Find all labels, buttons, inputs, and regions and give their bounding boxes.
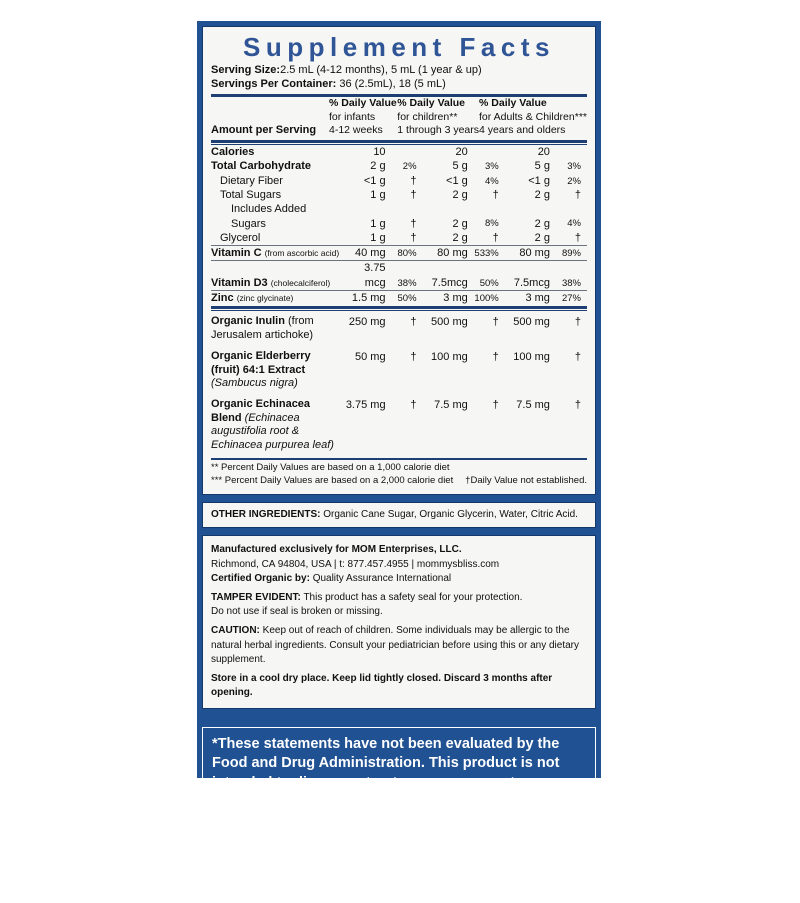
- nutrient-name: Vitamin D3: [211, 276, 268, 289]
- table-header-row: Amount per Serving % Daily Value for inf…: [211, 97, 587, 139]
- supplement-label-panel: Supplement Facts Serving Size:2.5 mL (4-…: [197, 21, 601, 892]
- table-row: Dietary Fiber <1 g † <1 g 4% <1 g 2%: [220, 174, 581, 187]
- divider-header-bottom: [211, 140, 587, 146]
- serving-size-label: Serving Size:: [211, 64, 281, 77]
- table-row: Total Carbohydrate 2 g 2% 5 g 3% 5 g 3%: [211, 160, 581, 173]
- recycle-line-1: All packaging is free of BPA, PVC, and p…: [268, 834, 569, 850]
- nutrient-source: (zinc glycinate): [236, 293, 294, 303]
- other-ingredients-card: OTHER INGREDIENTS: Organic Cane Sugar, O…: [202, 502, 596, 529]
- herbal-table: Organic Inulin (from Jerusalem artichoke…: [211, 311, 587, 456]
- column-header-adults: % Daily Value for Adults & Children*** 4…: [479, 97, 587, 137]
- caution-row: CAUTION: Keep out of reach of children. …: [211, 624, 587, 667]
- nutrient-source: (Sambucus nigra): [211, 376, 298, 389]
- manufactured-line: Manufactured exclusively for MOM Enterpr…: [211, 544, 462, 556]
- nutrient-source: (cholecalciferol): [270, 277, 331, 288]
- certified-organic-label: Certified Organic by:: [211, 572, 310, 584]
- table-row: Vitamin C (from ascorbic acid) 40 mg 80%…: [211, 245, 587, 262]
- recycle-word-recycle: RECYCLE: [202, 847, 265, 862]
- nutrient-source: (from ascorbic acid): [264, 248, 340, 259]
- address-line: Richmond, CA 94804, USA | t: 877.457.495…: [211, 558, 500, 570]
- tamper-evident-value2: Do not use if seal is broken or missing.: [211, 606, 383, 618]
- nutrient-name: Organic Inulin: [211, 315, 285, 328]
- caution-value: Keep out of reach of children. Some indi…: [211, 625, 579, 665]
- amount-per-serving-header: Amount per Serving: [211, 124, 317, 137]
- fda-disclaimer: *These statements have not been evaluate…: [202, 727, 596, 821]
- recycle-text: All packaging is free of BPA, PVC, and p…: [264, 834, 569, 871]
- nutrient-name: Organic Elderberry (fruit) 64:1 Extract: [211, 350, 311, 376]
- serving-size-value: 2.5 mL (4-12 months), 5 mL (1 year & up): [280, 64, 482, 77]
- footnote-2000cal: *** Percent Daily Values are based on a …: [211, 474, 454, 486]
- recycle-icon: [208, 866, 264, 903]
- footnotes: ** Percent Daily Values are based on a 1…: [211, 462, 587, 487]
- nutrient-name: Vitamin C: [211, 247, 262, 260]
- nutrition-table: Amount per Serving % Daily Value for inf…: [211, 97, 587, 139]
- divider-footnote-top: [211, 457, 587, 460]
- company-info-card: Manufactured exclusively for MOM Enterpr…: [202, 535, 596, 710]
- recycle-section: PLEASE RECYCLE All packaging is free of …: [202, 834, 596, 903]
- servings-per-container-label: Servings Per Container:: [211, 77, 337, 90]
- table-row: Organic Echinacea Blend (Echinacea augus…: [211, 398, 581, 451]
- column-header-children: % Daily Value for children** 1 through 3…: [397, 97, 480, 137]
- table-row: Vitamin D3 (cholecalciferol) 3.75 mcg 38…: [211, 260, 587, 291]
- nutrient-source: (from Jerusalem artichoke): [211, 315, 314, 341]
- other-ingredients-row: OTHER INGREDIENTS: Organic Cane Sugar, O…: [211, 508, 587, 521]
- table-row: Zinc (zinc glycinate) 1.5 mg 50% 3 mg 10…: [211, 292, 581, 304]
- table-row: Organic Inulin (from Jerusalem artichoke…: [211, 315, 581, 341]
- column-header-infants: % Daily Value for infants 4-12 weeks: [329, 97, 397, 137]
- other-ingredients-value: Organic Cane Sugar, Organic Glycerin, Wa…: [323, 509, 578, 521]
- other-ingredients-label: OTHER INGREDIENTS:: [211, 509, 321, 521]
- footnote-1000cal: ** Percent Daily Values are based on a 1…: [211, 461, 450, 473]
- table-row: Total Sugars 1 g † 2 g † 2 g †: [220, 188, 581, 201]
- certified-organic-value: Quality Assurance International: [312, 572, 452, 584]
- recycle-line-2: Printed with vegetable-based ink.: [268, 853, 467, 869]
- page-title: Supplement Facts: [243, 32, 555, 62]
- supplement-facts-card: Supplement Facts Serving Size:2.5 mL (4-…: [202, 26, 596, 496]
- caution-label: CAUTION:: [211, 625, 260, 637]
- storage-line: Store in a cool dry place. Keep lid tigh…: [211, 672, 553, 699]
- serving-size-row: Serving Size:2.5 mL (4-12 months), 5 mL …: [211, 64, 587, 77]
- divider-herbals-top: [211, 306, 587, 312]
- certified-organic-row: Certified Organic by: Quality Assurance …: [211, 572, 587, 586]
- divider-top: [211, 94, 587, 98]
- tamper-evident-label: TAMPER EVIDENT:: [211, 591, 301, 603]
- macronutrient-table: Calories 10 20 20 Total Carbohydrate 2 g…: [211, 145, 587, 305]
- recycle-badge: PLEASE RECYCLE: [202, 834, 264, 903]
- nutrient-source: (Echinacea augustifolia root & Echinacea…: [211, 411, 334, 451]
- table-row: Calories 10 20 20: [211, 146, 550, 159]
- nutrient-name: Organic Echinacea Blend: [211, 398, 311, 424]
- tamper-evident-value: This product has a safety seal for your …: [303, 591, 523, 603]
- servings-per-container-value: 36 (2.5mL), 18 (5 mL): [339, 77, 446, 90]
- table-row: Organic Elderberry (fruit) 64:1 Extract …: [211, 350, 581, 389]
- nutrient-name: Zinc: [211, 292, 234, 304]
- recycle-word-please: PLEASE: [202, 833, 255, 848]
- footnote-dagger: †Daily Value not established.: [465, 474, 587, 486]
- table-row: Glycerol 1 g † 2 g † 2 g †: [211, 230, 587, 247]
- tamper-evident-row: TAMPER EVIDENT: This product has a safet…: [211, 591, 587, 605]
- servings-per-container-row: Servings Per Container: 36 (2.5mL), 18 (…: [211, 78, 587, 91]
- table-row: Includes Added Sugars 1 g † 2 g 8% 2 g 4…: [231, 203, 581, 230]
